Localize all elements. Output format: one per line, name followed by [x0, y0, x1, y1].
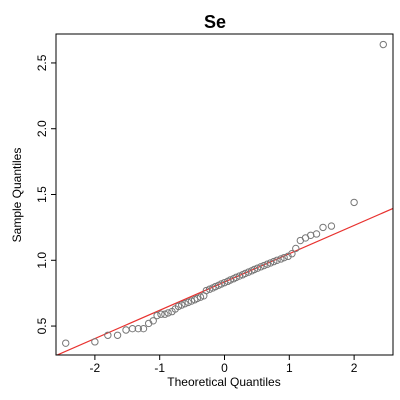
data-point	[350, 198, 358, 207]
x-tick-label: 2	[351, 361, 358, 375]
data-point	[288, 250, 296, 258]
data-point	[187, 297, 196, 305]
x-tick-label: -1	[154, 361, 165, 375]
data-point	[202, 286, 211, 295]
data-point	[149, 317, 157, 325]
data-point	[181, 299, 189, 308]
plot-frame	[55, 33, 394, 356]
x-tick-label: 0	[221, 361, 228, 375]
data-point	[235, 272, 244, 280]
y-tick-label: 1.5	[35, 186, 49, 203]
data-point	[312, 230, 321, 238]
data-point	[270, 257, 278, 266]
y-tick-label: 2.5	[35, 54, 49, 71]
plot-area	[56, 40, 393, 355]
data-point	[379, 40, 387, 49]
data-point	[241, 269, 249, 278]
data-point	[292, 244, 300, 253]
x-axis-label: Theoretical Quantiles	[167, 375, 280, 389]
data-point	[91, 338, 99, 346]
data-point	[253, 264, 262, 272]
data-point	[260, 261, 268, 270]
data-point	[134, 324, 143, 333]
y-axis: 0.5 1.0 1.5 2.0 2.5	[35, 54, 56, 334]
data-point	[266, 259, 275, 267]
data-point	[263, 260, 271, 268]
x-tick-label: 1	[286, 361, 293, 375]
x-tick-label: -2	[90, 361, 101, 375]
data-point	[184, 298, 192, 307]
data-point	[226, 276, 235, 284]
data-point	[306, 231, 315, 239]
data-point	[319, 223, 327, 232]
data-point	[211, 282, 220, 291]
data-point	[193, 294, 201, 303]
data-point	[174, 302, 183, 311]
data-point	[280, 253, 288, 262]
data-point	[157, 310, 165, 318]
data-point	[244, 268, 253, 276]
x-axis: -2 -1 0 1 2	[90, 355, 358, 375]
y-tick-label: 1.0	[35, 252, 49, 269]
data-point	[128, 324, 137, 333]
data-point	[273, 256, 281, 264]
data-point	[232, 273, 240, 282]
data-point	[161, 310, 169, 318]
data-point	[196, 293, 205, 301]
chart-title: Se	[204, 12, 226, 32]
data-point	[178, 301, 186, 309]
y-axis-label: Sample Quantiles	[10, 148, 24, 243]
data-point	[139, 324, 148, 333]
data-point	[277, 255, 285, 263]
y-tick-label: 2.0	[35, 120, 49, 137]
data-point	[164, 309, 172, 317]
data-point	[153, 311, 161, 320]
data-point	[257, 263, 265, 271]
data-point	[284, 252, 292, 261]
data-point	[113, 331, 122, 339]
y-tick-label: 0.5	[35, 317, 49, 334]
data-point	[327, 222, 336, 230]
data-point	[205, 285, 214, 293]
data-point	[217, 280, 225, 288]
data-point	[62, 339, 70, 347]
data-point	[250, 265, 259, 274]
data-point	[220, 278, 229, 287]
data-point	[122, 326, 130, 334]
data-point	[104, 331, 112, 339]
